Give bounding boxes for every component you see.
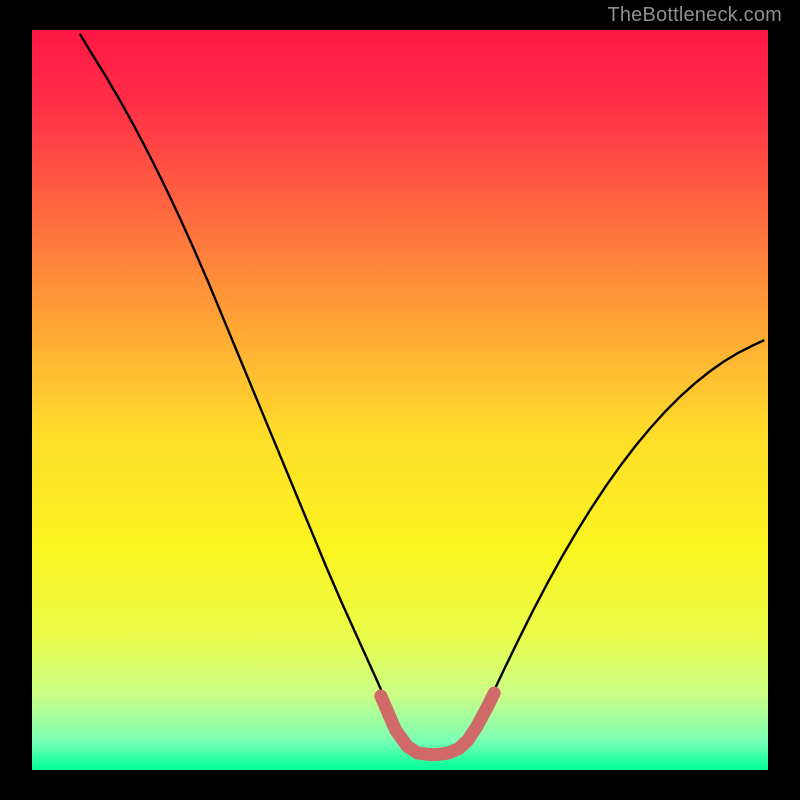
plot-area: [32, 30, 768, 770]
chart-svg: [32, 30, 768, 770]
bottleneck-curve: [80, 34, 764, 758]
optimum-range-mark: [381, 693, 494, 754]
watermark-text: TheBottleneck.com: [607, 4, 782, 27]
chart-stage: TheBottleneck.com: [0, 0, 800, 800]
